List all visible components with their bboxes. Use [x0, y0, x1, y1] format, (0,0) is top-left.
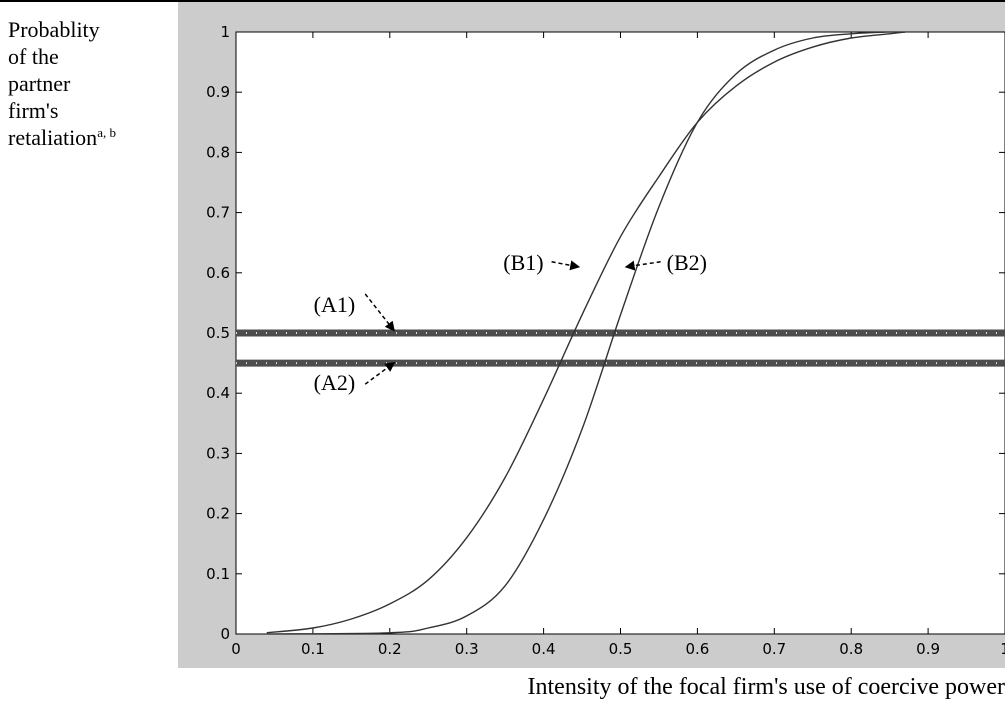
x-tick-label: 0.9: [916, 640, 940, 658]
annotation-arrow-b1: [551, 260, 581, 271]
y-tick-label: 0.7: [206, 204, 230, 222]
x-tick-label: 0.3: [455, 640, 479, 658]
annotation-label-b1: (B1): [503, 250, 543, 275]
x-axis-label: Intensity of the focal firm's use of coe…: [527, 674, 1005, 700]
y-axis-label-line-5: retaliationa, b: [8, 124, 173, 151]
annotation-arrow-b2: [624, 260, 661, 271]
x-tick-label: 0.7: [762, 640, 786, 658]
annotation-label-a2: (A2): [314, 370, 356, 395]
top-rule: [0, 0, 1005, 2]
y-tick-label: 0.1: [206, 565, 230, 583]
x-tick-label: 0: [231, 640, 241, 658]
x-tick-label: 0.1: [301, 640, 325, 658]
x-tick-label: 0.5: [609, 640, 633, 658]
annotation-arrow-a2: [364, 361, 396, 385]
x-tick-label: 1: [1000, 640, 1005, 658]
y-axis-label-line-2: of the: [8, 44, 59, 69]
y-axis-label-line-3: partner: [8, 71, 71, 96]
x-tick-label: 0.6: [685, 640, 709, 658]
x-tick-label: 0.8: [839, 640, 863, 658]
x-tick-label: 0.4: [532, 640, 556, 658]
annotation-label-a1: (A1): [314, 292, 356, 317]
series-line-b1: [266, 32, 906, 634]
y-tick-label: 0.6: [206, 264, 230, 282]
y-axis-label-line-1: Probablity: [8, 17, 100, 42]
y-axis-label: Probablity of the partner firm's retalia…: [8, 16, 173, 151]
y-tick-label: 0.3: [206, 444, 230, 462]
y-tick-label: 0.8: [206, 143, 230, 161]
y-tick-label: 0: [220, 625, 230, 643]
y-tick-label: 0.4: [206, 384, 230, 402]
x-tick-label: 0.2: [378, 640, 402, 658]
y-tick-label: 0.2: [206, 505, 230, 523]
y-tick-label: 0.5: [206, 324, 230, 342]
y-axis-label-superscript: a, b: [97, 125, 116, 140]
annotation-arrow-a1: [364, 293, 395, 332]
y-axis-label-line-4: firm's: [8, 98, 59, 123]
y-tick-label: 0.9: [206, 83, 230, 101]
y-axis-label-last: retaliation: [8, 125, 98, 150]
y-tick-label: 1: [220, 23, 230, 41]
annotation-label-b2: (B2): [667, 250, 707, 275]
series-line-b2: [266, 32, 905, 634]
